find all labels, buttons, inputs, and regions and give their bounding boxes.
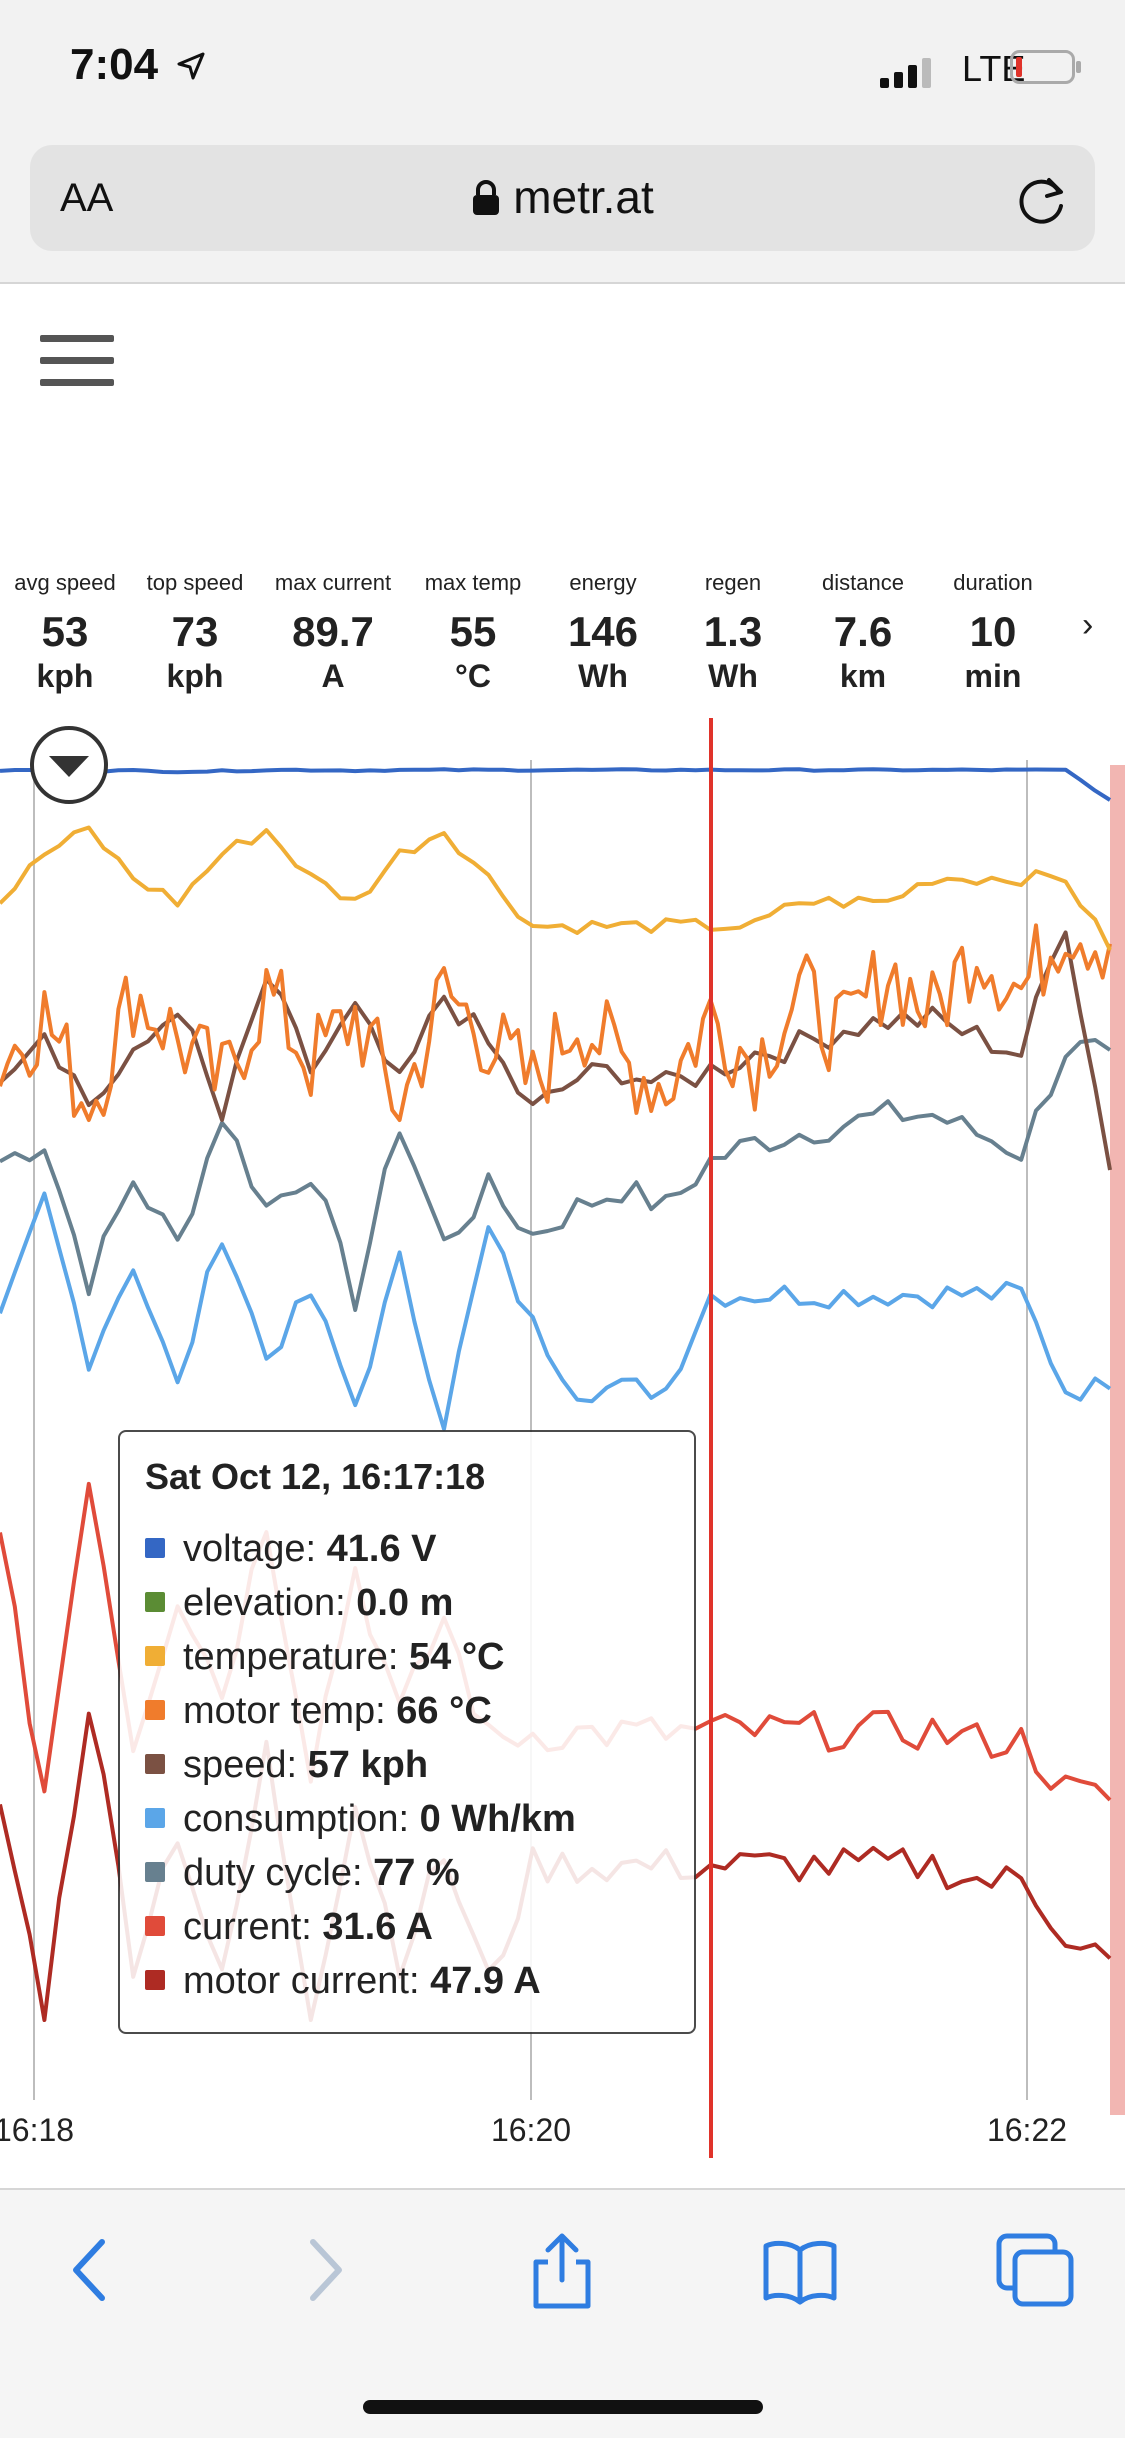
tooltip-row-temperature: temperature: 54 °C [145, 1636, 504, 1679]
share-icon[interactable] [522, 2230, 602, 2310]
battery-icon [1010, 50, 1081, 84]
reload-icon[interactable] [1013, 170, 1073, 230]
stat-label: energy [569, 570, 637, 595]
stat-value: 10 [969, 608, 1017, 655]
stat-unit: Wh [578, 658, 628, 694]
stat-label: distance [822, 570, 904, 595]
url-field[interactable] [30, 145, 1095, 251]
tooltip-value: 57 kph [307, 1744, 429, 1786]
stat-value: 146 [567, 608, 639, 655]
tooltip-row-elevation: elevation: 0.0 m [145, 1582, 453, 1625]
tooltip-label: temperature: [183, 1636, 399, 1678]
stats-next-arrow-icon[interactable]: › [1082, 606, 1094, 644]
stat-label: duration [953, 570, 1033, 595]
stat-distance: distance 7.6 km [798, 570, 928, 695]
stat-unit: km [839, 658, 887, 694]
bookmarks-icon[interactable] [760, 2230, 840, 2310]
text-size-button[interactable]: AA [60, 176, 114, 220]
stat-value: 89.7 [292, 608, 374, 655]
stat-value: 55 [449, 608, 497, 655]
status-time-text: 7:04 [70, 40, 159, 89]
tooltip-row-speed: speed: 57 kph [145, 1744, 428, 1787]
stat-max-current: max current 89.7 A [268, 570, 398, 695]
series-motor-temp [0, 923, 1112, 1122]
stat-label: regen [704, 570, 762, 595]
tooltip-row-motor-temp: motor temp: 66 °C [145, 1690, 492, 1733]
hamburger-menu-icon[interactable] [40, 335, 115, 387]
back-icon[interactable] [50, 2230, 130, 2310]
stat-label: max temp [424, 570, 522, 595]
stat-unit: kph [36, 658, 94, 694]
location-arrow-icon [177, 52, 205, 80]
lock-icon [473, 180, 500, 215]
tooltip-label: duty cycle: [183, 1852, 363, 1894]
signal-icon [880, 58, 931, 88]
series-duty-cycle [0, 1038, 1112, 1312]
tabs-icon[interactable] [995, 2230, 1075, 2310]
stat-unit: kph [166, 658, 224, 694]
tooltip-label: speed: [183, 1744, 298, 1786]
forward-icon[interactable] [285, 2230, 365, 2310]
range-edge-band [1110, 765, 1125, 2115]
status-bar [0, 0, 1125, 140]
x-tick-label: 16:22 [987, 2112, 1067, 2148]
stat-avg-speed: avg speed 53 kph [0, 570, 130, 695]
tooltip-value: 0.0 m [356, 1582, 454, 1624]
stat-regen: regen 1.3 Wh [668, 570, 798, 695]
tooltip-row-duty-cycle: duty cycle: 77 % [145, 1852, 460, 1895]
home-indicator [363, 2400, 763, 2414]
stat-top-speed: top speed 73 kph [130, 570, 260, 695]
collapse-toggle-icon[interactable] [29, 725, 109, 805]
tooltip-label: motor temp: [183, 1690, 386, 1732]
browser-toolbar [0, 2188, 1125, 2438]
tooltip-label: motor current: [183, 1960, 420, 2002]
stat-label: max current [274, 570, 392, 595]
chart-tooltip [118, 1430, 696, 2034]
x-tick-label: 16:20 [491, 2112, 571, 2148]
stat-label: avg speed [14, 570, 116, 595]
tooltip-value: 54 °C [409, 1636, 505, 1678]
tooltip-row-current: current: 31.6 A [145, 1906, 433, 1949]
series-consumption [0, 1191, 1112, 1432]
tooltip-label: consumption: [183, 1798, 410, 1840]
stat-unit: min [964, 658, 1022, 694]
stat-unit: A [321, 658, 345, 694]
tooltip-label: elevation: [183, 1582, 346, 1624]
series-speed [0, 930, 1112, 1171]
chart-x-ticks: 16:18 16:20 16:22 [0, 2112, 1067, 2148]
tooltip-label: voltage: [183, 1528, 317, 1570]
stat-value: 7.6 [833, 608, 893, 655]
stat-value: 1.3 [703, 608, 763, 655]
tooltip-label: current: [183, 1906, 312, 1948]
url-text: metr.at [513, 171, 654, 223]
tooltip-title: Sat Oct 12, 16:17:18 [145, 1456, 486, 1497]
tooltip-value: 0 Wh/km [419, 1798, 576, 1840]
tooltip-value: 77 % [373, 1852, 460, 1894]
stat-unit: Wh [708, 658, 758, 694]
stat-label: top speed [146, 570, 244, 595]
stat-energy: energy 146 Wh [538, 570, 668, 695]
status-time: 7:04 [70, 40, 206, 90]
tooltip-row-motor-current: motor current: 47.9 A [145, 1960, 541, 2003]
stat-max-temp: max temp 55 °C [408, 570, 538, 695]
series-temperature [0, 825, 1112, 951]
x-tick-label: 16:18 [0, 2112, 74, 2148]
stat-value: 73 [171, 608, 219, 655]
tooltip-row-consumption: consumption: 0 Wh/km [145, 1798, 576, 1841]
tooltip-value: 31.6 A [322, 1906, 433, 1948]
tooltip-row-voltage: voltage: 41.6 V [145, 1528, 437, 1571]
tooltip-value: 47.9 A [430, 1960, 541, 2002]
url-display[interactable]: metr.at [0, 170, 1125, 224]
series-voltage [0, 767, 1112, 802]
tooltip-value: 41.6 V [326, 1528, 437, 1570]
tooltip-value: 66 °C [396, 1690, 492, 1732]
stat-value: 53 [41, 608, 89, 655]
stat-unit: °C [455, 658, 491, 694]
stat-duration: duration 10 min [928, 570, 1058, 695]
